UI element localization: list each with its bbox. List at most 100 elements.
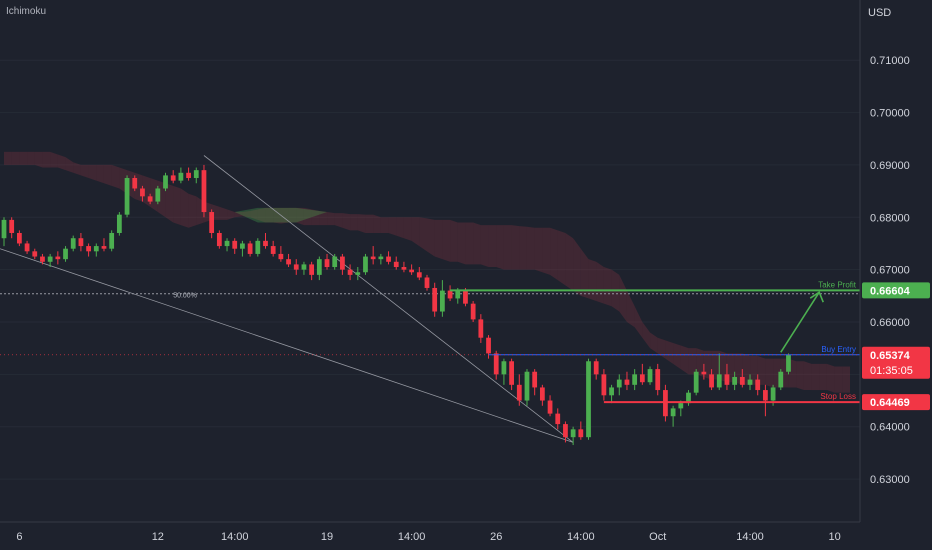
cloud-segment [96, 164, 104, 184]
candle-body [355, 272, 361, 275]
cloud-segment [757, 356, 766, 385]
lower-trendline [0, 248, 574, 443]
candle-body [186, 172, 191, 179]
candle-body [132, 178, 138, 189]
cloud-segment [473, 222, 481, 265]
candle-body [86, 246, 91, 252]
price-tag-take-profit [862, 282, 930, 299]
cloud-segment [496, 225, 504, 270]
cloud-segment [373, 214, 381, 233]
candle-body [639, 374, 645, 383]
cloud-segment [765, 358, 774, 388]
cloud-segment [150, 178, 158, 213]
cloud-segment [288, 207, 297, 223]
time-tick-label: 14:00 [736, 531, 764, 543]
candle-body [709, 374, 714, 388]
candle-body [432, 287, 438, 312]
currency-label: USD [868, 7, 891, 19]
cloud-segment [526, 226, 535, 270]
cloud-segment [665, 340, 674, 364]
level-label-buy-entry: Buy Entry [821, 345, 856, 354]
cloud-segment [511, 225, 520, 270]
candle-body [747, 379, 753, 385]
price-tick-label: 0.71000 [870, 55, 910, 67]
candle-body [93, 246, 99, 252]
cloud-segment [519, 226, 527, 270]
candle-body [701, 371, 707, 375]
price-tag-buy-entry [862, 346, 930, 379]
candle-body [486, 337, 491, 354]
cloud-segment [811, 363, 820, 391]
cloud-segment [19, 151, 28, 165]
level-label-take-profit: Take Profit [818, 280, 857, 289]
candle-body [470, 303, 476, 320]
cloud-segment [296, 207, 304, 226]
cloud-segment [742, 353, 751, 385]
candle-body [739, 376, 745, 385]
cloud-segment [273, 207, 281, 224]
candle-body [1, 219, 7, 239]
cloud-segment [88, 164, 97, 181]
cloud-segment [711, 350, 720, 380]
cloud-segment [180, 188, 189, 228]
candle-body [401, 267, 407, 270]
price-axis-panel [860, 0, 932, 550]
candle-body [363, 256, 368, 273]
candle-body [324, 259, 330, 268]
candle-body [47, 256, 53, 262]
candle-body [347, 269, 353, 275]
candle-body [616, 379, 622, 388]
candle-body [501, 361, 507, 375]
cloud-segment [165, 183, 174, 223]
cloud-segment [27, 151, 35, 165]
candle-body [563, 424, 568, 438]
candle-body [724, 374, 730, 385]
cloud-segment [442, 219, 451, 262]
candle-body [386, 256, 391, 262]
candle-body [439, 290, 445, 312]
cloud-segment [311, 209, 320, 226]
cloud-segment [73, 162, 81, 176]
candle-body [124, 178, 130, 215]
cloud-segment [411, 217, 420, 247]
cloud-segment [550, 227, 558, 281]
countdown-label: 01:35:05 [870, 365, 913, 377]
time-tick-label: 10 [828, 531, 840, 543]
cloud-segment [565, 232, 574, 291]
candle-body [340, 256, 345, 270]
price-tick-label: 0.70000 [870, 108, 910, 120]
upper-trendline [203, 155, 574, 443]
candle-body [332, 256, 338, 268]
cloud-segment [542, 227, 551, 275]
cloud-segment [750, 356, 758, 385]
candle-body [463, 290, 468, 304]
price-tag-value: 0.64469 [870, 397, 910, 409]
candle-body [270, 246, 276, 254]
cloud-segment [450, 219, 458, 262]
candle-body [609, 387, 614, 396]
cloud-segment [465, 222, 474, 265]
candle-body [686, 392, 691, 404]
candle-body [255, 240, 261, 254]
cloud-segment [580, 248, 589, 299]
candle-body [9, 219, 15, 233]
candle-body [378, 256, 384, 260]
cloud-segment [688, 348, 697, 375]
cloud-segment [50, 151, 58, 168]
candle-body [232, 240, 238, 249]
candle-body [578, 429, 584, 438]
candle-body [163, 175, 168, 189]
cloud-segment [503, 225, 512, 270]
cloud-segment [380, 217, 389, 233]
candle-body [393, 261, 399, 268]
candle-body [147, 196, 153, 202]
candle-body [193, 170, 199, 179]
indicator-label[interactable]: Ichimoku [6, 6, 47, 17]
candle-body [155, 188, 161, 202]
candle-body [63, 248, 68, 260]
candle-body [763, 390, 768, 401]
cloud-segment [480, 225, 489, 268]
cloud-segment [657, 337, 666, 359]
candle-body [286, 259, 291, 265]
